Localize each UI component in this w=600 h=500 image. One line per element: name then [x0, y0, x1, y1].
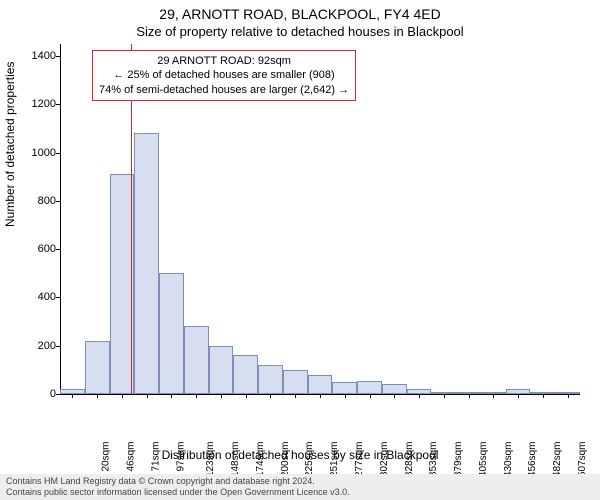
- xtick-mark: [147, 394, 148, 398]
- histogram-bar: [382, 384, 407, 394]
- histogram-bar: [134, 133, 159, 394]
- ytick-label: 1000: [32, 147, 56, 159]
- footer-line1: Contains HM Land Registry data © Crown c…: [6, 476, 594, 487]
- ytick-label: 400: [38, 291, 56, 303]
- xtick-mark: [469, 394, 470, 398]
- annotation-line2: ← 25% of detached houses are smaller (90…: [99, 68, 349, 82]
- xtick-mark: [543, 394, 544, 398]
- property-size-chart: 29, ARNOTT ROAD, BLACKPOOL, FY4 4ED Size…: [0, 0, 600, 500]
- ytick-label: 200: [38, 340, 56, 352]
- histogram-bar: [357, 381, 382, 394]
- xtick-mark: [171, 394, 172, 398]
- xtick-mark: [221, 394, 222, 398]
- footer-line2: Contains public sector information licen…: [6, 487, 594, 498]
- copyright-footer: Contains HM Land Registry data © Crown c…: [0, 474, 600, 500]
- histogram-bar: [233, 355, 258, 394]
- xtick-mark: [394, 394, 395, 398]
- annotation-box: 29 ARNOTT ROAD: 92sqm ← 25% of detached …: [92, 50, 356, 101]
- ytick-label: 1200: [32, 98, 56, 110]
- xtick-mark: [345, 394, 346, 398]
- ytick-label: 1400: [32, 50, 56, 62]
- xtick-mark: [370, 394, 371, 398]
- xtick-mark: [518, 394, 519, 398]
- xtick-mark: [568, 394, 569, 398]
- histogram-bar: [85, 341, 110, 394]
- histogram-bar: [332, 382, 357, 394]
- histogram-bar: [184, 326, 209, 394]
- histogram-bar: [209, 346, 234, 394]
- xtick-mark: [320, 394, 321, 398]
- xtick-mark: [196, 394, 197, 398]
- ytick-label: 800: [38, 195, 56, 207]
- xtick-mark: [270, 394, 271, 398]
- xtick-mark: [295, 394, 296, 398]
- xtick-mark: [493, 394, 494, 398]
- xtick-mark: [72, 394, 73, 398]
- ytick-label: 600: [38, 243, 56, 255]
- y-axis-label: Number of detached properties: [3, 62, 17, 227]
- xtick-mark: [122, 394, 123, 398]
- histogram-bar: [258, 365, 283, 394]
- xtick-mark: [444, 394, 445, 398]
- annotation-line3: 74% of semi-detached houses are larger (…: [99, 83, 349, 97]
- chart-title-sub: Size of property relative to detached ho…: [0, 24, 600, 39]
- histogram-bar: [308, 375, 333, 394]
- xtick-mark: [419, 394, 420, 398]
- histogram-bar: [159, 273, 184, 394]
- plot-area: 29 ARNOTT ROAD: 92sqm ← 25% of detached …: [60, 44, 580, 394]
- annotation-line1: 29 ARNOTT ROAD: 92sqm: [99, 54, 349, 68]
- histogram-bar: [283, 370, 308, 394]
- xtick-mark: [97, 394, 98, 398]
- chart-title-address: 29, ARNOTT ROAD, BLACKPOOL, FY4 4ED: [0, 6, 600, 22]
- x-axis-label: Distribution of detached houses by size …: [0, 448, 600, 462]
- xtick-mark: [246, 394, 247, 398]
